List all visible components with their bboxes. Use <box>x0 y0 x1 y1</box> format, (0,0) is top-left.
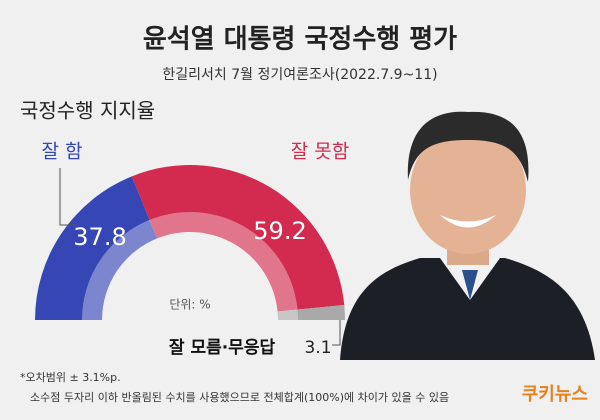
unit: 단위: % <box>169 298 210 312</box>
category-label: 잘 함 <box>42 141 83 163</box>
portrait <box>340 111 595 360</box>
subtitle: 한길리서치 7월 정기여론조사(2022.7.9~11) <box>162 67 437 83</box>
chart-label: 국정수행 지지율 <box>20 99 155 123</box>
logo: 쿠키뉴스 <box>522 384 588 405</box>
category-label: 잘 모름·무응답 <box>169 337 276 358</box>
note: *오차범위 ± 3.1%p. <box>20 371 121 384</box>
leader-line <box>332 320 341 346</box>
chart-title: 윤석열 대통령 국정수행 평가 <box>143 25 457 55</box>
category-label: 잘 못함 <box>291 141 349 163</box>
value-label: 37.8 <box>73 223 126 251</box>
pie-slice <box>35 176 157 320</box>
note: 소수점 두자리 이하 반올림된 수치를 사용했으므로 전체합계(100%)에 차… <box>30 390 449 404</box>
pie-slice <box>277 304 345 320</box>
leader-line <box>59 168 78 226</box>
value-label: 3.1 <box>304 338 331 358</box>
inner-band <box>82 212 298 320</box>
pie-slice <box>131 165 345 312</box>
value-label: 59.2 <box>253 217 306 245</box>
